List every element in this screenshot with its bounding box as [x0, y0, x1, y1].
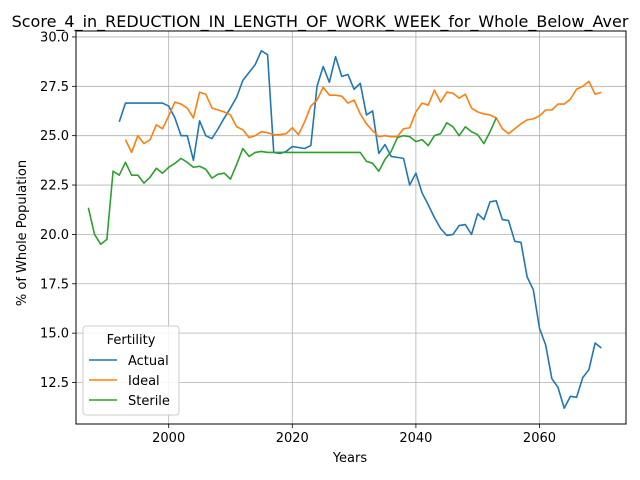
- axis-ticks: 2000 2020 2040 2060 12.5 15.0 17.5 20.0 22.5 25.0…: [40, 30, 556, 446]
- y-tick-label: 25.0: [40, 129, 69, 144]
- axes-frame: [75, 30, 627, 425]
- y-tick-label: 27.5: [40, 80, 69, 95]
- legend-title: Fertility: [107, 333, 156, 348]
- legend-label-sterile: Sterile: [128, 394, 170, 409]
- chart-title: Score_4_in_REDUCTION_IN_LENGTH_OF_WORK_W…: [12, 12, 629, 32]
- series-line-sterile: [87, 117, 497, 246]
- y-axis-label: % of Whole Population: [15, 160, 30, 306]
- legend: Fertility Actual Ideal Sterile: [82, 325, 180, 416]
- y-tick-label: 30.0: [40, 30, 69, 45]
- series-lines: [87, 49, 602, 410]
- legend-label-actual: Actual: [128, 354, 169, 369]
- series-line-actual: [118, 49, 602, 410]
- y-tick-label: 15.0: [40, 327, 69, 342]
- y-tick-label: 12.5: [40, 376, 69, 391]
- legend-label-ideal: Ideal: [128, 374, 160, 389]
- legend-box: [82, 325, 180, 416]
- grid-lines: [76, 31, 626, 424]
- x-tick-label: 2060: [523, 431, 556, 446]
- x-tick-label: 2000: [152, 431, 185, 446]
- y-tick-label: 17.5: [40, 277, 69, 292]
- x-tick-label: 2020: [276, 431, 309, 446]
- series-line-ideal: [124, 80, 602, 154]
- y-tick-label: 20.0: [40, 228, 69, 243]
- x-tick-label: 2040: [399, 431, 432, 446]
- y-tick-label: 22.5: [40, 179, 69, 194]
- x-axis-label: Years: [332, 451, 368, 466]
